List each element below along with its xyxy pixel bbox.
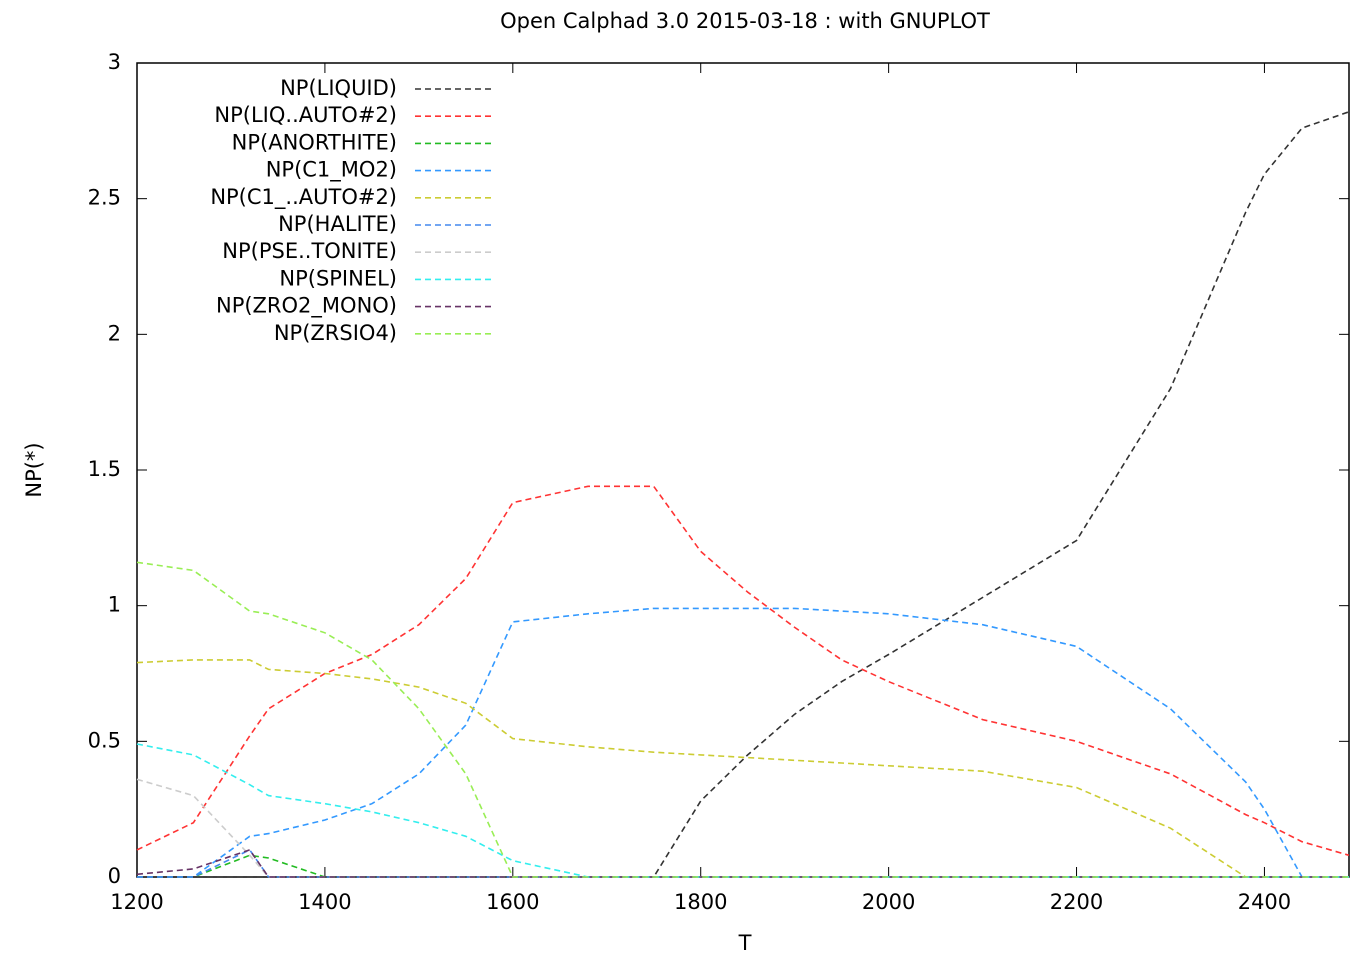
data-line	[136, 743, 1349, 878]
y-tick-label: 2.5	[88, 186, 121, 210]
x-tick-label: 1600	[486, 890, 539, 914]
x-tick-label: 1800	[674, 890, 727, 914]
legend-label: NP(ZRO2_MONO)	[216, 294, 397, 319]
legend-label: NP(ZRSIO4)	[274, 321, 397, 345]
x-tick-label: 1400	[298, 890, 351, 914]
x-tick-label: 2000	[862, 890, 915, 914]
data-line	[137, 848, 1349, 878]
legend-label: NP(C1_..AUTO#2)	[210, 185, 397, 210]
x-tick-label: 2200	[1050, 890, 1103, 914]
y-axis-label: NP(*)	[22, 442, 46, 497]
y-tick-label: 3	[108, 50, 121, 74]
data-line	[136, 778, 1349, 878]
y-tick-label: 2	[108, 321, 121, 345]
x-tick-label: 2400	[1238, 890, 1291, 914]
data-line	[136, 848, 1349, 878]
x-tick-label: 1200	[110, 890, 163, 914]
data-line	[136, 561, 1349, 878]
legend-label: NP(SPINEL)	[279, 266, 397, 290]
data-line	[137, 607, 1349, 878]
legend-label: NP(C1_MO2)	[266, 158, 397, 183]
x-axis-label: T	[738, 931, 752, 955]
data-line	[137, 854, 1349, 878]
y-tick-label: 1	[108, 593, 121, 617]
legend-label: NP(HALITE)	[278, 212, 397, 236]
legend-label: NP(ANORTHITE)	[232, 130, 397, 154]
legend-label: NP(PSE..TONITE)	[222, 239, 397, 263]
legend-label: NP(LIQ..AUTO#2)	[214, 103, 397, 127]
y-tick-label: 0	[108, 864, 121, 888]
chart-title: Open Calphad 3.0 2015-03-18 : with GNUPL…	[500, 9, 990, 33]
y-tick-label: 0.5	[88, 728, 121, 752]
data-line	[136, 485, 1350, 857]
legend-label: NP(LIQUID)	[280, 76, 397, 100]
data-line	[136, 659, 1349, 878]
y-tick-label: 1.5	[88, 457, 121, 481]
